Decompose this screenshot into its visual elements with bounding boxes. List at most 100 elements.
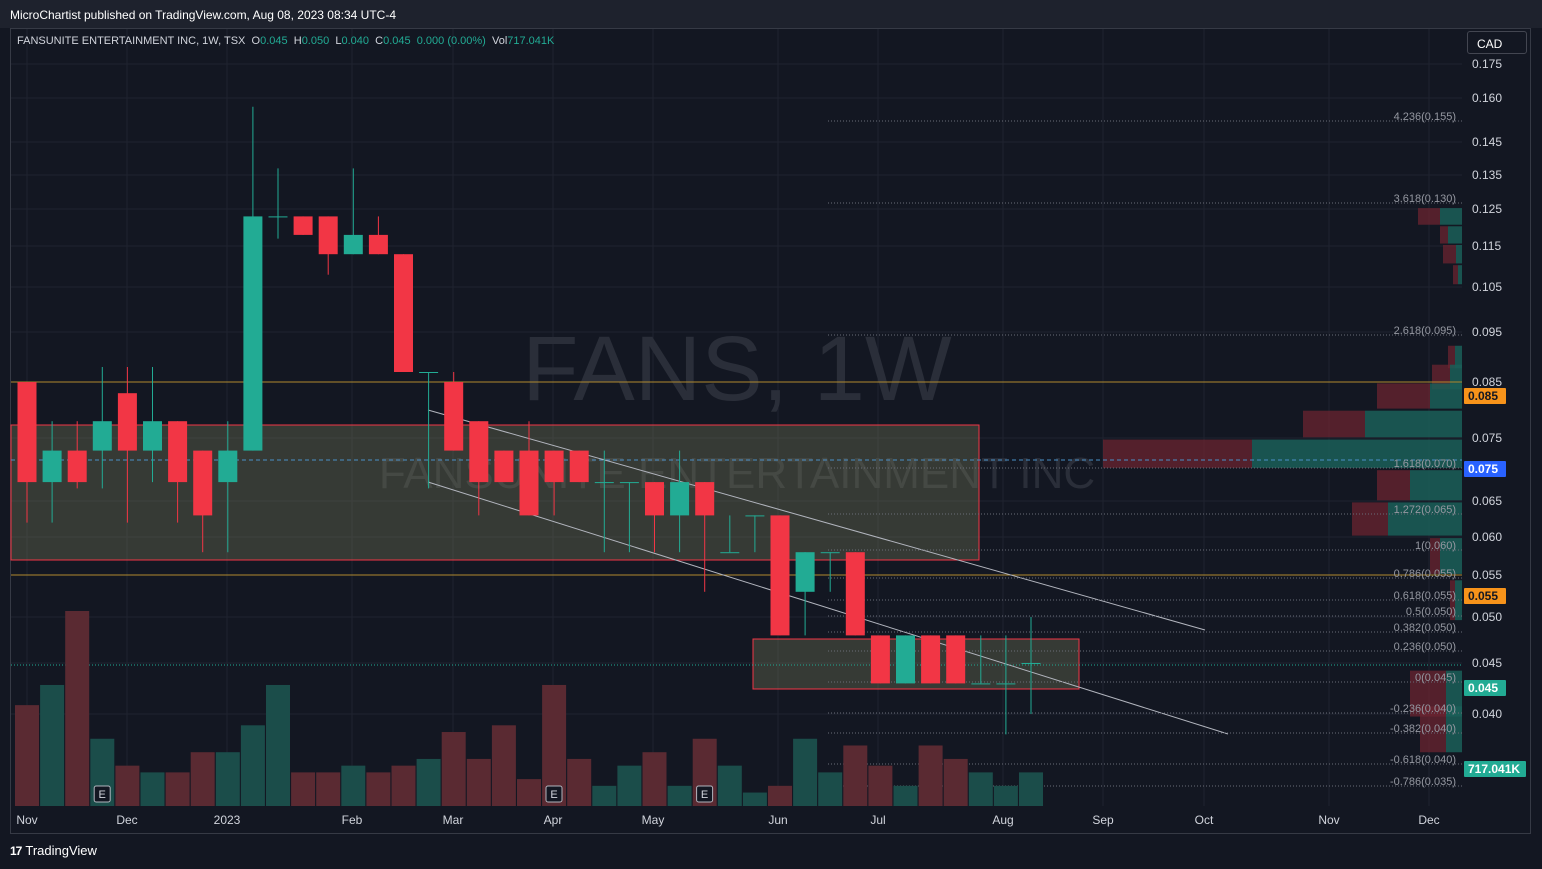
volume-profile-bar-up	[1365, 410, 1462, 438]
candle-body	[845, 552, 865, 636]
y-tick-label: 0.105	[1472, 280, 1502, 294]
y-tick-label: 0.135	[1472, 168, 1502, 182]
x-tick-label: Feb	[342, 813, 363, 827]
volume-bar	[642, 752, 667, 806]
volume-bar	[491, 725, 516, 806]
price-label-bg	[1464, 761, 1526, 777]
volume-bar	[215, 752, 240, 806]
volume-profile-bar-up	[1440, 208, 1462, 225]
volume-bar	[918, 745, 943, 806]
volume-bar	[667, 785, 692, 806]
volume-bar	[742, 792, 767, 806]
volume-profile-bar-down	[1420, 706, 1446, 753]
candle-body	[870, 635, 890, 684]
price-label: 0.045	[1464, 680, 1506, 696]
candle-body	[42, 450, 62, 483]
volume-profile-bar-down	[1448, 345, 1455, 369]
x-axis: Nov Dec 2023 Feb Mar Apr May Jun Jul Aug Sep Oct Nov…	[16, 813, 1439, 827]
close-value: 0.045	[383, 35, 411, 47]
publish-bar: MicroChartist published on TradingView.c…	[0, 0, 1542, 28]
volume-profile-bar-down	[1303, 410, 1365, 438]
fib-label: 0.618(0.055)	[1394, 590, 1456, 602]
currency-button[interactable]: CAD	[1467, 31, 1527, 54]
price-label: 0.085	[1464, 388, 1506, 404]
volume-profile-bar-down	[1103, 439, 1252, 468]
earnings-marker-label: E	[701, 789, 708, 801]
low-value: 0.040	[341, 35, 369, 47]
symbol-legend: FANSUNITE ENTERTAINMENT INC, 1W, TSX O0.…	[17, 35, 554, 47]
x-tick-label: Nov	[16, 813, 37, 827]
y-tick-label: 0.145	[1472, 135, 1502, 149]
volume-profile-bar-down	[1377, 470, 1410, 501]
volume-profile-bar-down	[1453, 265, 1458, 285]
candle-body	[394, 254, 413, 372]
volume-profile-bar-up	[1410, 470, 1462, 501]
volume-bar	[592, 785, 617, 806]
candle-body	[544, 450, 564, 483]
y-tick-label: 0.085	[1472, 375, 1502, 389]
candle-body	[670, 482, 690, 516]
earnings-marker: E	[545, 785, 563, 803]
price-label: 717.041K	[1464, 761, 1526, 777]
fib-label: -0.618(0.040)	[1390, 754, 1456, 766]
candle-body	[318, 216, 338, 255]
volume-profile-bar-up	[1440, 538, 1462, 574]
fib-label: 0.236(0.050)	[1394, 641, 1456, 653]
y-tick-label: 0.060	[1472, 530, 1502, 544]
price-label-text: 0.045	[1468, 681, 1498, 695]
footer-brand: 17 TradingView	[10, 843, 97, 858]
watermark-ticker: FANS, 1W	[522, 318, 952, 420]
fib-label: 0(0.045)	[1415, 672, 1456, 684]
close-key: C	[375, 35, 384, 47]
volume-bar	[968, 772, 993, 806]
fib-label: 0.382(0.050)	[1394, 622, 1456, 634]
volume-bar	[943, 758, 968, 806]
fib-label: 1(0.060)	[1415, 540, 1456, 552]
fib-label: -0.236(0.040)	[1390, 703, 1456, 715]
y-tick-label: 0.175	[1472, 57, 1502, 71]
fib-label: 1.618(0.070)	[1394, 458, 1456, 470]
volume-profile-bar-down	[1377, 383, 1430, 409]
open-key: O	[251, 35, 261, 47]
volume-profile-bar-up	[1252, 439, 1462, 468]
earnings-marker-box	[93, 785, 111, 803]
volume-bar	[15, 705, 39, 806]
candle-body	[243, 216, 263, 451]
y-tick-label: 0.095	[1472, 325, 1502, 339]
price-label: 0.055	[1464, 588, 1506, 604]
candle-body	[795, 552, 815, 592]
fib-label: -0.786(0.035)	[1390, 776, 1456, 788]
x-tick-label: Apr	[544, 813, 563, 827]
earnings-marker: E	[696, 785, 714, 803]
x-tick-label: Dec	[1418, 813, 1439, 827]
x-tick-label: Sep	[1092, 813, 1114, 827]
volume-bar	[366, 772, 391, 806]
price-label: 0.075	[1464, 461, 1506, 477]
candle-body	[996, 683, 1016, 685]
volume-bar	[291, 772, 316, 806]
x-tick-label: Oct	[1195, 813, 1214, 827]
change-value: 0.000 (0.00%)	[416, 35, 486, 47]
volume-profile-bar-up	[1448, 226, 1462, 244]
volume-bar	[140, 772, 165, 806]
y-tick-label: 0.075	[1472, 431, 1502, 445]
volume-profile-bar-up	[1458, 265, 1462, 285]
volume-bar	[567, 758, 592, 806]
candle-body	[720, 552, 740, 554]
volume-profile-bar-down	[1352, 502, 1388, 536]
y-tick-label: 0.065	[1472, 494, 1502, 508]
volume-bar	[65, 611, 90, 806]
volume-bar	[1019, 772, 1043, 806]
candle-body	[594, 482, 614, 484]
volume-bar	[316, 772, 341, 806]
volume-value: 717.041K	[507, 35, 555, 47]
candle-body	[67, 450, 87, 483]
candle-body	[695, 482, 715, 516]
volume-bar	[617, 765, 642, 806]
volume-profile	[1103, 208, 1462, 753]
price-label-text: 0.075	[1468, 462, 1498, 476]
volume-profile-bar-up	[1388, 502, 1462, 536]
volume-profile-bar-down	[1432, 364, 1450, 390]
y-tick-label: 0.040	[1472, 707, 1502, 721]
